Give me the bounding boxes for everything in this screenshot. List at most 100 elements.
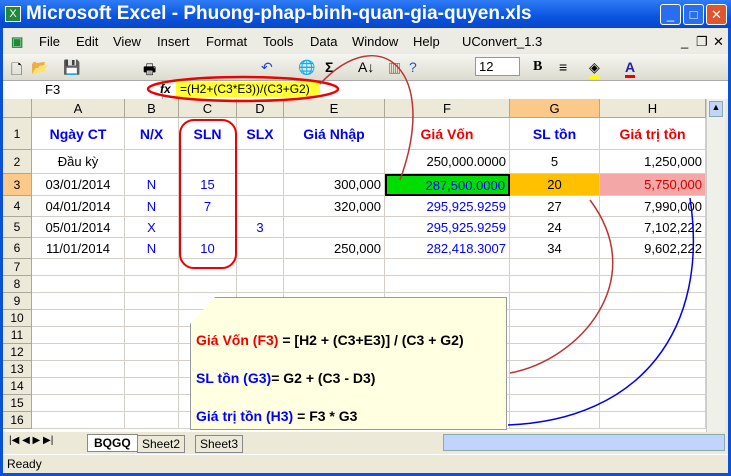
cell-A11[interactable] — [32, 327, 125, 344]
column-header-E[interactable]: E — [284, 99, 385, 118]
print-icon[interactable]: 🖶 — [143, 61, 157, 77]
cell-A10[interactable] — [32, 310, 125, 327]
sort-icon[interactable]: A↓ — [358, 59, 375, 75]
cell-F7[interactable] — [385, 259, 510, 276]
cell-B12[interactable] — [125, 344, 179, 361]
close-button[interactable]: ✕ — [706, 4, 727, 25]
menu-data[interactable]: Data — [310, 34, 338, 49]
cell-E8[interactable] — [284, 276, 385, 293]
cell-B11[interactable] — [125, 327, 179, 344]
cell-A14[interactable] — [32, 378, 125, 395]
cell-H13[interactable] — [600, 361, 706, 378]
cell-A4[interactable]: 04/01/2014 — [32, 196, 125, 217]
cell-G2[interactable]: 5 — [510, 150, 600, 174]
menu-help[interactable]: Help — [413, 34, 440, 49]
menu-edit[interactable]: Edit — [76, 34, 99, 49]
cell-C7[interactable] — [179, 259, 237, 276]
cell-C8[interactable] — [179, 276, 237, 293]
cell-G5[interactable]: 24 — [510, 217, 600, 238]
cell-F3[interactable]: 287,500.0000 — [385, 174, 510, 196]
cell-H10[interactable] — [600, 310, 706, 327]
row-header-11[interactable]: 11 — [3, 327, 32, 344]
cell-H1[interactable]: Giá trị tồn — [600, 118, 706, 150]
cell-E5[interactable] — [284, 217, 385, 238]
font-color-button[interactable]: A — [625, 59, 636, 78]
doc-close-icon[interactable]: ✕ — [713, 34, 724, 49]
select-all-corner[interactable] — [3, 99, 32, 118]
cell-G7[interactable] — [510, 259, 600, 276]
cell-F5[interactable]: 295,925.9259 — [385, 217, 510, 238]
row-header-15[interactable]: 15 — [3, 395, 32, 412]
cell-H11[interactable] — [600, 327, 706, 344]
cell-G16[interactable] — [510, 412, 600, 429]
cell-A3[interactable]: 03/01/2014 — [32, 174, 125, 196]
cell-F4[interactable]: 295,925.9259 — [385, 196, 510, 217]
column-header-C[interactable]: C — [179, 99, 237, 118]
tab-scroll-icons[interactable]: |◀ ◀ ▶ ▶| — [9, 435, 54, 446]
menu-tools[interactable]: Tools — [263, 34, 294, 49]
cell-D5[interactable]: 3 — [237, 217, 284, 238]
cell-H9[interactable] — [600, 293, 706, 310]
cell-D1[interactable]: SLX — [237, 118, 284, 150]
cell-H4[interactable]: 7,990,000 — [600, 196, 706, 217]
maximize-button[interactable]: □ — [683, 4, 704, 25]
cell-H5[interactable]: 7,102,222 — [600, 217, 706, 238]
cell-F8[interactable] — [385, 276, 510, 293]
cell-H6[interactable]: 9,602,222 — [600, 238, 706, 259]
doc-restore-icon[interactable]: ❐ — [696, 34, 708, 49]
cell-E6[interactable]: 250,000 — [284, 238, 385, 259]
cell-B16[interactable] — [125, 412, 179, 429]
cell-D2[interactable] — [237, 150, 284, 174]
cell-A9[interactable] — [32, 293, 125, 310]
new-icon[interactable]: 🗋 — [11, 61, 23, 77]
horizontal-scrollbar[interactable] — [443, 434, 725, 451]
cell-E7[interactable] — [284, 259, 385, 276]
cell-B14[interactable] — [125, 378, 179, 395]
cell-B2[interactable] — [125, 150, 179, 174]
cell-A16[interactable] — [32, 412, 125, 429]
tab-sheet2[interactable]: Sheet2 — [137, 435, 186, 453]
tab-sheet3[interactable]: Sheet3 — [195, 435, 244, 453]
cell-A2[interactable]: Đầu kỳ — [32, 150, 125, 174]
cell-B3[interactable]: N — [125, 174, 179, 196]
cell-H15[interactable] — [600, 395, 706, 412]
menu-file[interactable]: File — [39, 34, 60, 49]
column-header-D[interactable]: D — [237, 99, 284, 118]
cell-H2[interactable]: 1,250,000 — [600, 150, 706, 174]
cell-E1[interactable]: Giá Nhập — [284, 118, 385, 150]
cell-A12[interactable] — [32, 344, 125, 361]
cell-D7[interactable] — [237, 259, 284, 276]
row-header-1[interactable]: 1 — [3, 118, 32, 150]
cell-H3[interactable]: 5,750,000 — [600, 174, 706, 196]
cell-A13[interactable] — [32, 361, 125, 378]
cell-G4[interactable]: 27 — [510, 196, 600, 217]
cell-H12[interactable] — [600, 344, 706, 361]
hyperlink-icon[interactable]: 🌐 — [298, 59, 316, 75]
row-header-3[interactable]: 3 — [3, 174, 32, 196]
cell-G12[interactable] — [510, 344, 600, 361]
row-header-12[interactable]: 12 — [3, 344, 32, 361]
cell-G9[interactable] — [510, 293, 600, 310]
align-icon[interactable]: ≡ — [559, 59, 568, 75]
menu-format[interactable]: Format — [206, 34, 248, 49]
cell-F2[interactable]: 250,000.0000 — [385, 150, 510, 174]
cell-G10[interactable] — [510, 310, 600, 327]
formula-input[interactable]: =(H2+(C3*E3))/(C3+G2) — [176, 82, 320, 97]
row-header-5[interactable]: 5 — [3, 217, 32, 238]
cell-G1[interactable]: SL tồn — [510, 118, 600, 150]
cell-H7[interactable] — [600, 259, 706, 276]
fill-color-icon[interactable]: ◈ — [589, 59, 600, 79]
cell-D8[interactable] — [237, 276, 284, 293]
row-header-7[interactable]: 7 — [3, 259, 32, 276]
open-icon[interactable]: 📂 — [31, 59, 49, 75]
cell-E4[interactable]: 320,000 — [284, 196, 385, 217]
cell-G11[interactable] — [510, 327, 600, 344]
column-header-A[interactable]: A — [32, 99, 125, 118]
row-header-16[interactable]: 16 — [3, 412, 32, 429]
font-size-select[interactable]: 12 — [475, 57, 520, 76]
tab-bqgq[interactable]: BQGQ — [87, 434, 138, 452]
row-header-10[interactable]: 10 — [3, 310, 32, 327]
save-icon[interactable]: 💾 — [63, 59, 81, 75]
cell-B8[interactable] — [125, 276, 179, 293]
menu-uconvert[interactable]: UConvert_1.3 — [462, 34, 543, 49]
